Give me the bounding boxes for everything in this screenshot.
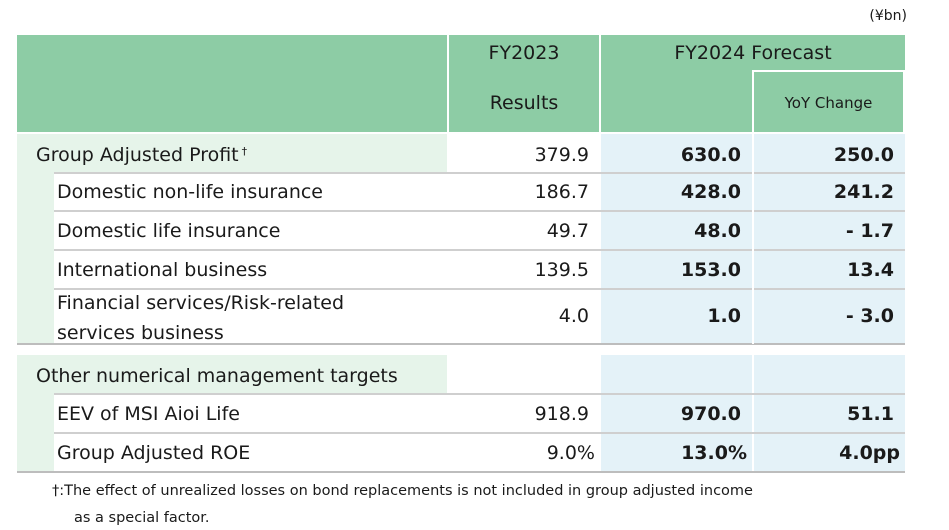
row-domestic-non-life-label: Domestic non-life insurance xyxy=(57,181,323,203)
section2-label-bg xyxy=(17,355,447,394)
row-roe-yoy: 4.0pp xyxy=(839,442,900,464)
row-financial-services-forecast: 1.0 xyxy=(707,305,741,327)
header-results: Results xyxy=(489,92,559,114)
row-international-label: International business xyxy=(57,259,268,281)
unit-label: (¥bn) xyxy=(869,8,907,24)
row-international-forecast: 153.0 xyxy=(680,259,741,281)
row-domestic-life-result: 49.7 xyxy=(546,220,589,242)
group-adjusted-profit-result: 379.9 xyxy=(534,144,589,166)
row-eev-result: 918.9 xyxy=(534,403,589,425)
row-domestic-non-life-yoy: 241.2 xyxy=(833,181,894,203)
row-international-result: 139.5 xyxy=(534,259,589,281)
row-financial-services-label-2: services business xyxy=(57,322,224,344)
footnote-dagger: † xyxy=(52,483,60,499)
row-domestic-life-label: Domestic life insurance xyxy=(57,220,281,242)
row-financial-services-label-1: Financial services/Risk-related xyxy=(57,292,345,314)
group-adjusted-profit-forecast: 630.0 xyxy=(680,144,741,166)
footnote-line1: †:The effect of unrealized losses on bon… xyxy=(52,483,753,499)
row-domestic-non-life-forecast: 428.0 xyxy=(680,181,741,203)
section1-label-bg xyxy=(17,134,447,173)
group-adjusted-profit-yoy: 250.0 xyxy=(833,144,894,166)
group-adjusted-profit-label: Group Adjusted Profit † xyxy=(36,144,248,166)
row-international-yoy: 13.4 xyxy=(847,259,894,281)
row-eev-forecast: 970.0 xyxy=(680,403,741,425)
header-yoy: YoY Change xyxy=(784,94,873,112)
row-domestic-life-forecast: 48.0 xyxy=(694,220,741,242)
footnote-line2: as a special factor. xyxy=(74,510,210,526)
row-financial-services-yoy: - 3.0 xyxy=(845,305,894,327)
row-roe-forecast: 13.0% xyxy=(681,442,747,464)
row-financial-services-result: 4.0 xyxy=(558,305,589,327)
dagger-mark: † xyxy=(241,144,248,158)
row-domestic-non-life-result: 186.7 xyxy=(534,181,589,203)
row-domestic-life-yoy: - 1.7 xyxy=(845,220,894,242)
table-header xyxy=(17,35,905,132)
other-targets-label: Other numerical management targets xyxy=(36,365,398,387)
row-roe-result: 9.0% xyxy=(546,442,595,464)
row-eev-yoy: 51.1 xyxy=(847,403,894,425)
row-eev-label: EEV of MSI Aioi Life xyxy=(57,403,240,425)
row-roe-label: Group Adjusted ROE xyxy=(57,442,251,464)
header-forecast: FY2024 Forecast xyxy=(674,42,832,64)
header-fy2023: FY2023 xyxy=(488,42,560,64)
